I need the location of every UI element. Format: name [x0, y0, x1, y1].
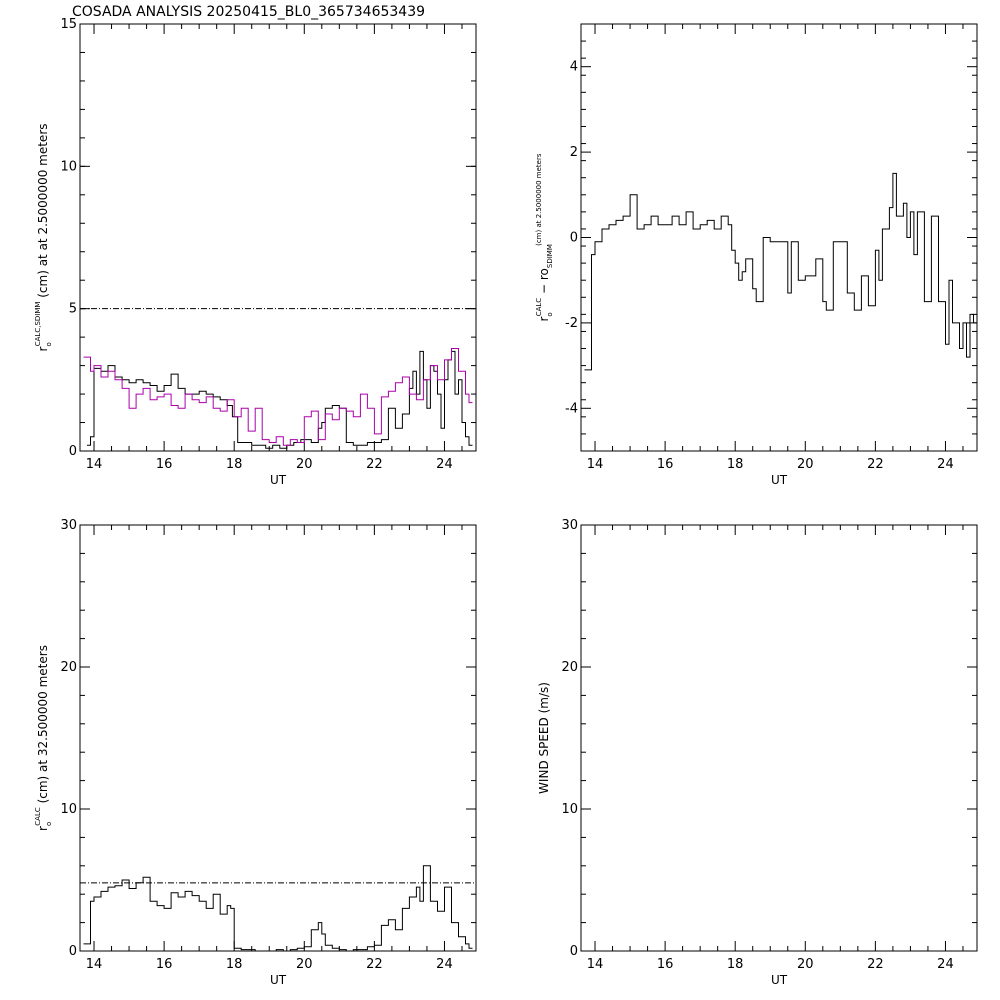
x-axis-label: UT: [270, 973, 287, 987]
y-tick-label: -4: [565, 401, 578, 416]
y-axis-label-subscript: o: [45, 342, 53, 346]
x-tick-label: 16: [657, 457, 674, 472]
x-tick-label: 14: [587, 957, 604, 972]
x-tick-label: 24: [937, 457, 954, 472]
y-tick-label: 0: [69, 444, 77, 459]
x-tick-label: 18: [727, 957, 744, 972]
x-tick-label: 14: [587, 457, 604, 472]
x-tick-label: 18: [226, 957, 243, 972]
y-tick-label: 0: [69, 944, 77, 959]
y-tick-label: 20: [60, 660, 77, 675]
x-axis-label: UT: [270, 473, 287, 487]
y-tick-label: 2: [570, 145, 578, 160]
y-axis-label-text: r: [36, 826, 50, 831]
y-tick-label: -2: [565, 316, 578, 331]
x-axis-label: UT: [771, 473, 788, 487]
y-axis-label: WIND SPEED (m/s): [537, 682, 551, 794]
y-axis-label-superscript: CALC: [535, 298, 543, 317]
x-tick-label: 24: [436, 957, 453, 972]
y-axis-label-text: r: [537, 317, 551, 322]
y-axis-label-text: (cm) at at 2.5000000 meters: [36, 124, 50, 302]
y-axis-label-superscript: CALC,SDIMM: [34, 302, 42, 347]
panel-ro-calc-32m: 14 16 18 20 22 24 0 10 20 30 UT roCALC (cm) at 32.5…: [34, 518, 477, 987]
y-axis-label-subscript: SDIMM: [546, 244, 554, 268]
y-tick-label: 20: [561, 660, 578, 675]
x-tick-label: 22: [867, 457, 884, 472]
series-line: [83, 865, 473, 952]
y-axis-label: roCALC − roSDIMM (cm) at 2.5000000 meter…: [535, 153, 554, 321]
x-tick-label: 16: [657, 957, 674, 972]
y-axis-label: roCALC,SDIMM (cm) at at 2.5000000 meters: [34, 124, 53, 352]
x-tick-label: 20: [296, 457, 313, 472]
y-axis-label-text: (cm) at 32.500000 meters: [36, 645, 50, 807]
y-axis-label-subscript: o: [546, 312, 554, 316]
y-axis-label-text: r: [36, 346, 50, 351]
plot-frame: [79, 524, 477, 952]
x-axis-label: UT: [771, 973, 788, 987]
y-tick-label: 10: [60, 159, 77, 174]
panel-ro-calc-sdimm: 14 16 18 20 22 24 0 5 10 15 UT roCALC,SDIMM (cm) at…: [34, 17, 477, 487]
y-axis-label-superscript: CALC: [34, 807, 42, 826]
y-tick-label: 15: [60, 17, 77, 32]
x-tick-label: 24: [937, 957, 954, 972]
figure-title: COSADA ANALYSIS 20250415_BL0_36573465343…: [72, 4, 425, 20]
y-tick-label: 0: [570, 944, 578, 959]
y-tick-label: 10: [60, 802, 77, 817]
series-line: [83, 348, 473, 446]
y-axis-label-text: o: [537, 268, 551, 275]
y-axis-label-text: − r: [537, 275, 551, 298]
y-axis-label-subscript: o: [45, 822, 53, 826]
panel-wind-speed: 14 16 18 20 22 24 0 10 20 30 UT WIND SPEED (m/s): [537, 518, 978, 987]
x-tick-label: 22: [366, 957, 383, 972]
y-tick-label: 0: [570, 231, 578, 246]
x-tick-label: 14: [86, 957, 103, 972]
x-tick-label: 22: [867, 957, 884, 972]
y-tick-label: 5: [69, 302, 77, 317]
series-line: [584, 172, 977, 371]
x-tick-label: 20: [797, 457, 814, 472]
y-tick-label: 30: [561, 518, 578, 533]
y-tick-label: 30: [60, 518, 77, 533]
y-axis-label-superscript: (cm) at 2.5000000 meters: [535, 153, 543, 248]
x-tick-label: 16: [156, 957, 173, 972]
plot-frame: [580, 524, 978, 952]
y-tick-label: 10: [561, 802, 578, 817]
x-tick-label: 22: [366, 457, 383, 472]
x-tick-label: 16: [156, 457, 173, 472]
x-tick-label: 20: [797, 957, 814, 972]
x-tick-label: 18: [727, 457, 744, 472]
y-tick-label: 4: [570, 60, 578, 75]
y-axis-label: roCALC (cm) at 32.500000 meters: [34, 645, 53, 831]
x-tick-label: 20: [296, 957, 313, 972]
plot-frame: [79, 23, 477, 452]
x-tick-label: 18: [226, 457, 243, 472]
x-tick-label: 24: [436, 457, 453, 472]
series-line: [87, 350, 473, 449]
x-tick-label: 14: [86, 457, 103, 472]
